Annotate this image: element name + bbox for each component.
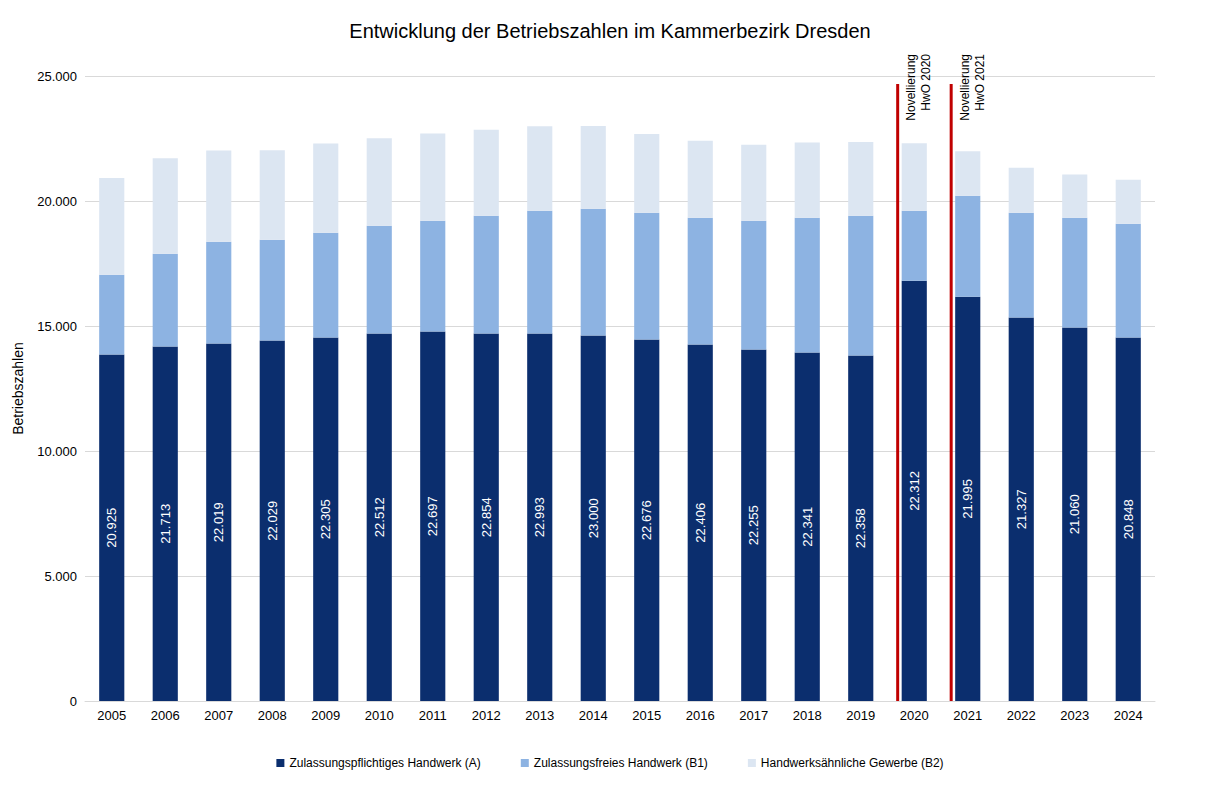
- svg-text:Betriebszahlen: Betriebszahlen: [10, 342, 26, 435]
- svg-text:2013: 2013: [525, 708, 554, 723]
- svg-text:22.029: 22.029: [265, 501, 280, 541]
- svg-text:22.305: 22.305: [318, 499, 333, 539]
- svg-text:22.255: 22.255: [746, 505, 761, 545]
- svg-text:20.848: 20.848: [1121, 499, 1136, 539]
- svg-text:2014: 2014: [579, 708, 608, 723]
- svg-text:21.995: 21.995: [960, 479, 975, 519]
- svg-text:0: 0: [70, 694, 77, 709]
- svg-text:Handwerksähnliche Gewerbe (B2): Handwerksähnliche Gewerbe (B2): [761, 756, 944, 770]
- svg-text:23.000: 23.000: [586, 498, 601, 538]
- svg-text:22.854: 22.854: [479, 497, 494, 537]
- svg-text:2015: 2015: [632, 708, 661, 723]
- svg-text:20.925: 20.925: [104, 508, 119, 548]
- svg-text:22.312: 22.312: [907, 471, 922, 511]
- svg-text:2009: 2009: [311, 708, 340, 723]
- svg-text:2007: 2007: [204, 708, 233, 723]
- svg-text:Zulassungspflichtiges Handwerk: Zulassungspflichtiges Handwerk (A): [289, 756, 480, 770]
- svg-text:2017: 2017: [739, 708, 768, 723]
- svg-text:Entwicklung der Betriebszahlen: Entwicklung der Betriebszahlen im Kammer…: [349, 20, 870, 42]
- svg-text:2006: 2006: [151, 708, 180, 723]
- svg-text:Zulassungsfreies Handwerk (B1): Zulassungsfreies Handwerk (B1): [534, 756, 708, 770]
- svg-text:2024: 2024: [1114, 708, 1143, 723]
- svg-text:22.406: 22.406: [693, 503, 708, 543]
- svg-text:2022: 2022: [1007, 708, 1036, 723]
- svg-text:2019: 2019: [846, 708, 875, 723]
- svg-text:2011: 2011: [419, 708, 447, 723]
- svg-text:22.697: 22.697: [425, 496, 440, 536]
- svg-text:2018: 2018: [793, 708, 822, 723]
- svg-text:21.327: 21.327: [1014, 489, 1029, 529]
- svg-text:2021: 2021: [953, 708, 982, 723]
- svg-text:2005: 2005: [97, 708, 126, 723]
- svg-text:22.358: 22.358: [853, 508, 868, 548]
- svg-text:Novellierung: Novellierung: [904, 54, 918, 121]
- svg-text:22.341: 22.341: [800, 507, 815, 547]
- svg-text:5.000: 5.000: [44, 569, 77, 584]
- svg-text:22.512: 22.512: [372, 497, 387, 537]
- svg-text:HwO 2021: HwO 2021: [973, 54, 987, 111]
- svg-text:25.000: 25.000: [37, 69, 77, 84]
- svg-text:2012: 2012: [472, 708, 501, 723]
- svg-text:22.019: 22.019: [211, 502, 226, 542]
- svg-text:22.676: 22.676: [639, 500, 654, 540]
- svg-text:21.713: 21.713: [158, 504, 173, 544]
- svg-text:22.993: 22.993: [532, 497, 547, 537]
- svg-text:2020: 2020: [900, 708, 929, 723]
- svg-text:2023: 2023: [1060, 708, 1089, 723]
- svg-text:21.060: 21.060: [1067, 494, 1082, 534]
- svg-text:Novellierung: Novellierung: [958, 54, 972, 121]
- svg-text:2008: 2008: [258, 708, 287, 723]
- svg-text:HwO 2020: HwO 2020: [919, 54, 933, 111]
- svg-text:2010: 2010: [365, 708, 394, 723]
- svg-text:2016: 2016: [686, 708, 715, 723]
- svg-text:15.000: 15.000: [37, 319, 77, 334]
- svg-text:10.000: 10.000: [37, 444, 77, 459]
- svg-text:20.000: 20.000: [37, 194, 77, 209]
